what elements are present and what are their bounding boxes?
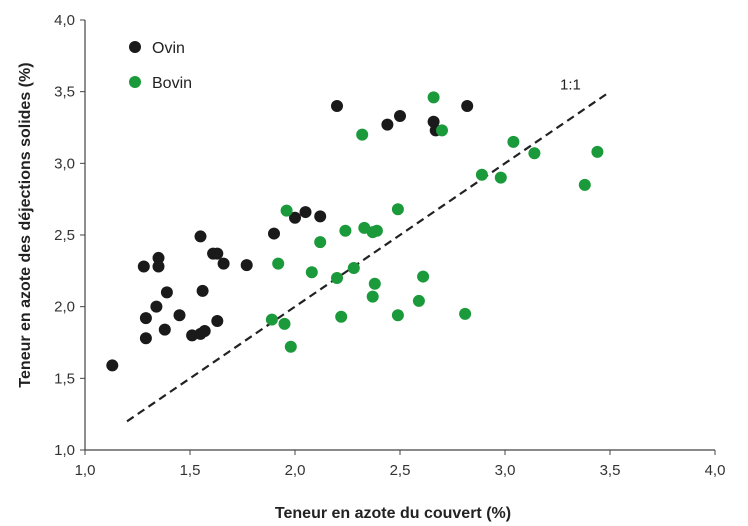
- data-point-ovin: [152, 260, 165, 273]
- data-point-bovin: [366, 290, 379, 303]
- data-point-ovin: [331, 100, 343, 112]
- data-point-bovin: [339, 224, 352, 237]
- data-point-bovin: [272, 257, 285, 270]
- data-point-bovin: [356, 128, 369, 141]
- data-point-ovin: [394, 110, 406, 123]
- data-point-ovin: [150, 300, 163, 313]
- legend-label-bovin: Bovin: [152, 75, 192, 92]
- data-point-bovin: [347, 261, 360, 274]
- data-point-bovin: [284, 340, 297, 353]
- data-point-bovin: [475, 168, 488, 181]
- data-point-bovin: [370, 224, 383, 237]
- y-tick-label: 3,0: [54, 155, 75, 172]
- data-point-bovin: [528, 147, 541, 160]
- reference-line-label: 1:1: [560, 77, 581, 94]
- data-point-bovin: [278, 317, 291, 330]
- x-tick-label: 2,5: [390, 462, 411, 479]
- legend-marker-ovin: [129, 41, 141, 53]
- y-tick-label: 2,0: [54, 299, 75, 316]
- data-point-ovin: [289, 211, 301, 224]
- y-tick-label: 2,5: [54, 227, 75, 244]
- data-point-ovin: [158, 323, 171, 336]
- data-point-bovin: [427, 91, 440, 104]
- data-point-ovin: [137, 260, 150, 273]
- legend-marker-bovin: [129, 76, 141, 88]
- y-tick-label: 3,5: [54, 84, 75, 101]
- reference-line-group: 1:1: [126, 77, 611, 423]
- data-point-bovin: [368, 277, 381, 290]
- x-tick-label: 1,5: [180, 462, 201, 479]
- data-point-bovin: [591, 145, 604, 158]
- reference-line: [126, 90, 611, 423]
- data-point-bovin: [507, 135, 520, 148]
- data-point-ovin: [139, 332, 152, 345]
- data-point-bovin: [412, 294, 425, 307]
- data-point-ovin: [194, 230, 207, 243]
- y-axis-title: Teneur en azote des déjections solides (…: [17, 62, 34, 387]
- data-point-ovin: [106, 359, 119, 372]
- data-point-bovin: [494, 171, 507, 184]
- data-point-ovin: [299, 206, 312, 219]
- data-point-bovin: [417, 270, 430, 283]
- data-point-bovin: [305, 266, 318, 279]
- axes: 1,0 1,5 2,0 2,5 3,0 3,5 4,0 1,0 1,5 2,0 2,5 3,0 3,5 4…: [54, 12, 725, 479]
- data-point-ovin: [314, 210, 327, 223]
- data-point-bovin: [331, 272, 343, 284]
- data-point-ovin: [240, 259, 253, 272]
- data-point-bovin: [459, 307, 472, 320]
- data-point-ovin: [198, 325, 211, 338]
- data-point-bovin: [578, 178, 591, 191]
- data-point-bovin: [436, 124, 448, 137]
- data-point-bovin: [391, 203, 404, 216]
- data-point-ovin: [268, 227, 280, 240]
- y-tick-label: 4,0: [54, 12, 75, 29]
- x-tick-label: 3,0: [495, 462, 516, 479]
- data-point-ovin: [211, 247, 224, 260]
- x-tick-label: 4,0: [705, 462, 726, 479]
- legend: Ovin Bovin: [129, 40, 192, 92]
- data-point-ovin: [152, 251, 165, 264]
- x-axis-title: Teneur en azote du couvert (%): [275, 505, 511, 522]
- data-point-ovin: [461, 100, 474, 112]
- x-tick-label: 1,0: [75, 462, 96, 479]
- data-point-ovin: [211, 315, 224, 327]
- legend-label-ovin: Ovin: [152, 40, 185, 57]
- data-point-ovin: [217, 257, 230, 270]
- data-point-ovin: [160, 286, 173, 299]
- data-point-ovin: [381, 118, 394, 131]
- data-point-bovin: [335, 310, 348, 323]
- data-point-bovin: [265, 313, 278, 326]
- data-point-bovin: [314, 236, 327, 249]
- data-point-ovin: [173, 309, 186, 322]
- data-point-bovin: [391, 309, 404, 322]
- x-tick-label: 2,0: [285, 462, 306, 479]
- y-tick-label: 1,5: [54, 370, 75, 387]
- data-point-ovin: [196, 284, 209, 297]
- y-tick-label: 1,0: [54, 442, 75, 459]
- x-tick-label: 3,5: [600, 462, 621, 479]
- data-point-ovin: [139, 312, 152, 325]
- data-point-bovin: [280, 204, 293, 217]
- data-points: [106, 91, 604, 372]
